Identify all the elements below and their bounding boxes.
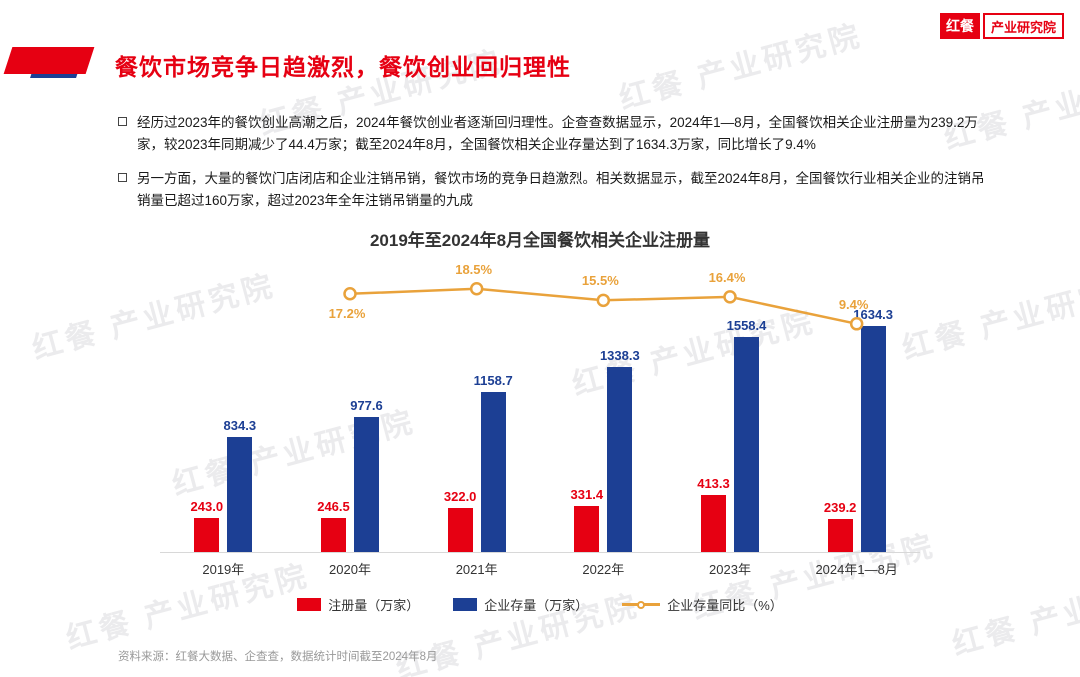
- legend-line-marker-icon: [622, 598, 661, 611]
- bar-registrations: [701, 494, 726, 552]
- x-axis-label: 2019年: [202, 562, 245, 577]
- bar-value-stock: 1634.3: [853, 307, 894, 323]
- chart-title: 2019年至2024年8月全国餐饮相关企业注册量: [369, 231, 711, 250]
- bar-stock: [607, 367, 633, 552]
- brand-logo-mark: 红餐: [939, 13, 980, 39]
- legend-item-yoy: 企业存量同比（%）: [622, 595, 783, 614]
- chart-section: 2019年至2024年8月全国餐饮相关企业注册量 243.0 834.3 2019年…: [0, 226, 1080, 614]
- bar-value-stock: 834.3: [223, 417, 257, 433]
- bar-value-registrations: 322.0: [443, 488, 477, 504]
- x-axis-label: 2021年: [455, 562, 498, 577]
- yoy-value-label: 15.5%: [581, 273, 619, 289]
- legend-item-registrations: 注册量（万家）: [297, 595, 419, 614]
- bullet-item: 经历过2023年的餐饮创业高潮之后，2024年餐饮创业者逐渐回归理性。企查查数据…: [118, 112, 988, 155]
- yoy-marker-icon: [849, 317, 864, 331]
- bullet-text: 经历过2023年的餐饮创业高潮之后，2024年餐饮创业者逐渐回归理性。企查查数据…: [137, 115, 978, 152]
- bar-stock: [480, 392, 506, 552]
- brand-logo-text: 产业研究院: [982, 13, 1064, 39]
- yoy-marker-icon: [469, 282, 484, 296]
- bar-registrations: [194, 518, 220, 552]
- bar-value-registrations: 243.0: [190, 499, 224, 515]
- legend: 注册量（万家） 企业存量（万家） 企业存量同比（%）: [0, 595, 1080, 614]
- bar-stock: [860, 326, 886, 552]
- watermark-text: 红餐 产业研究院: [615, 19, 867, 116]
- title-accent-red-shape: [3, 47, 95, 74]
- bar-value-stock: 1158.7: [473, 373, 513, 388]
- bar-value-stock: 977.6: [350, 398, 383, 413]
- bar-value-registrations: 331.4: [570, 487, 604, 503]
- legend-label: 企业存量（万家）: [484, 598, 589, 613]
- yoy-marker-icon: [723, 290, 737, 304]
- yoy-line: [343, 282, 864, 331]
- x-axis-label: 2022年: [582, 562, 625, 577]
- yoy-value-label: 17.2%: [328, 305, 366, 321]
- yoy-value-label: 18.5%: [455, 261, 493, 277]
- bar-value-stock: 1558.4: [726, 317, 767, 333]
- legend-line-ring: [637, 600, 646, 609]
- bullet-text: 另一方面，大量的餐饮门店闭店和企业注销吊销，餐饮市场的竞争日趋激烈。相关数据显示…: [137, 171, 985, 208]
- legend-red-swatch-icon: [297, 598, 322, 611]
- page-title: 餐饮市场竞争日趋激烈，餐饮创业回归理性: [115, 54, 571, 80]
- bar-value-stock: 1338.3: [599, 348, 640, 364]
- yoy-marker-icon: [596, 293, 611, 308]
- x-axis-label: 2024年1—8月: [815, 562, 898, 577]
- legend-item-stock: 企业存量（万家）: [453, 595, 588, 614]
- legend-blue-swatch-icon: [453, 598, 478, 611]
- bar-value-registrations: 413.3: [697, 475, 730, 491]
- yoy-marker-icon: [343, 287, 357, 301]
- bar-value-registrations: 239.2: [823, 499, 857, 515]
- source-note: 资料来源：红餐大数据、企查查，数据统计时间截至2024年8月: [118, 651, 438, 663]
- bullet-square-icon: [118, 173, 127, 183]
- chart-canvas: 243.0 834.3 2019年 246.5 977.6 2020年 322.0 1158.…: [160, 261, 920, 581]
- bar-registrations: [574, 506, 600, 552]
- bar-registrations: [321, 518, 346, 552]
- x-axis-label: 2020年: [329, 562, 371, 577]
- bar-registrations: [827, 519, 853, 552]
- legend-label: 企业存量同比（%）: [667, 598, 783, 613]
- plot-area: 243.0 834.3 2019年 246.5 977.6 2020年 322.0 1158.…: [160, 261, 920, 577]
- bar-stock: [354, 417, 379, 552]
- bar-stock: [227, 436, 253, 552]
- yoy-value-label: 9.4%: [838, 296, 869, 312]
- x-axis-label: 2023年: [709, 562, 751, 577]
- bullet-square-icon: [118, 117, 127, 126]
- bar-value-registrations: 246.5: [317, 498, 350, 514]
- brand-logo: 红餐 产业研究院: [939, 13, 1064, 39]
- bar-registrations: [447, 507, 473, 552]
- legend-label: 注册量（万家）: [328, 598, 420, 613]
- summary-bullets: 经历过2023年的餐饮创业高潮之后，2024年餐饮创业者逐渐回归理性。企查查数据…: [118, 112, 988, 224]
- bullet-item: 另一方面，大量的餐饮门店闭店和企业注销吊销，餐饮市场的竞争日趋激烈。相关数据显示…: [118, 168, 988, 211]
- yoy-value-label: 16.4%: [708, 269, 746, 285]
- bar-stock: [734, 336, 759, 552]
